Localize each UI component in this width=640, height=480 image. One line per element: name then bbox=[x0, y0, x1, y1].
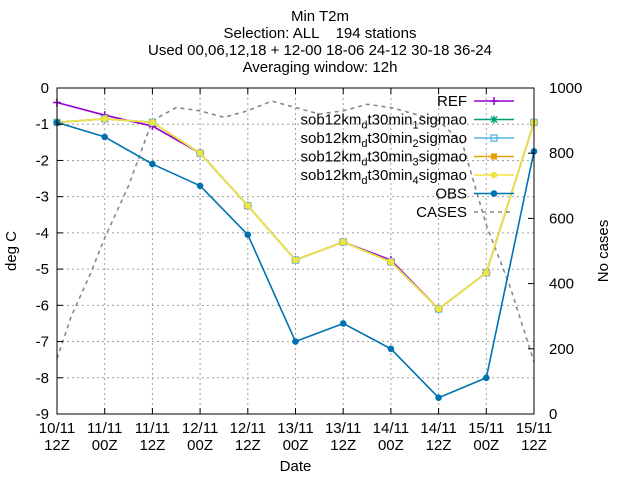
y-axis-label: deg C bbox=[3, 231, 20, 271]
data-point bbox=[244, 231, 252, 238]
y-tick-label: -5 bbox=[36, 261, 49, 278]
y-tick-label: -6 bbox=[36, 297, 49, 314]
x-tick-label-date: 12/11 bbox=[230, 420, 266, 437]
data-point bbox=[101, 115, 108, 123]
data-point bbox=[387, 258, 395, 266]
legend-label: sob12kmdt30min3sigmao bbox=[300, 149, 467, 169]
x-tick-label-date: 11/11 bbox=[87, 420, 122, 437]
x-tick-label-date: 14/11 bbox=[373, 420, 409, 437]
data-point bbox=[387, 345, 395, 353]
x-tick-label-hour: 12Z bbox=[426, 437, 452, 454]
x-tick-label-hour: 12Z bbox=[235, 437, 261, 454]
legend-label: sob12kmdt30min1sigmao bbox=[300, 112, 467, 132]
x-axis-label: Date bbox=[280, 458, 312, 475]
x-tick-label-hour: 00Z bbox=[473, 437, 499, 454]
legend-label: OBS bbox=[435, 186, 467, 203]
y2-tick-label: 400 bbox=[549, 276, 574, 293]
x-tick-label-date: 13/11 bbox=[277, 420, 313, 437]
data-point bbox=[435, 305, 442, 313]
cases-series bbox=[56, 100, 535, 363]
x-tick-label-hour: 00Z bbox=[283, 437, 309, 454]
data-point bbox=[244, 202, 252, 210]
data-point bbox=[196, 182, 204, 190]
chart-title: Min T2m bbox=[290, 8, 350, 25]
y2-tick-label: 800 bbox=[549, 145, 574, 162]
x-tick-label-hour: 12Z bbox=[44, 437, 70, 454]
data-point bbox=[490, 134, 498, 142]
series-lines bbox=[53, 98, 538, 402]
chart-subtitle-window: Averaging window: 12h bbox=[242, 59, 398, 76]
x-tick-label-hour: 00Z bbox=[92, 437, 118, 454]
data-point bbox=[339, 320, 347, 327]
data-point bbox=[483, 269, 490, 277]
y-tick-label: 0 bbox=[41, 80, 49, 97]
data-point bbox=[101, 133, 108, 141]
data-point bbox=[149, 160, 156, 168]
y2-axis-label: No cases bbox=[595, 220, 612, 283]
y2-tick-label: 600 bbox=[549, 210, 574, 227]
data-point bbox=[292, 338, 299, 345]
data-point bbox=[292, 256, 299, 264]
legend-label: REF bbox=[437, 93, 467, 110]
y-tick-label: -2 bbox=[36, 152, 49, 169]
y-tick-label: -4 bbox=[36, 225, 49, 242]
x-tick-label-date: 14/11 bbox=[420, 420, 456, 437]
y-tick-label: -1 bbox=[36, 116, 49, 133]
x-tick-label-date: 10/11 bbox=[39, 420, 75, 437]
legend-label: sob12kmdt30min4sigmao bbox=[300, 167, 467, 187]
y-tick-label: -3 bbox=[36, 189, 49, 206]
data-point bbox=[339, 238, 347, 246]
x-tick-label-date: 13/11 bbox=[325, 420, 361, 437]
y2-tick-label: 0 bbox=[549, 406, 557, 423]
x-tick-label-hour: 00Z bbox=[187, 437, 213, 454]
data-point bbox=[196, 149, 204, 157]
x-tick-label-hour: 12Z bbox=[139, 437, 165, 454]
axes: 10/1112Z11/1100Z11/1112Z12/1100Z12/1112Z… bbox=[36, 80, 583, 454]
data-point bbox=[483, 374, 490, 382]
x-tick-label-date: 15/11 bbox=[516, 420, 552, 437]
x-tick-label-hour: 00Z bbox=[378, 437, 404, 454]
data-point bbox=[490, 171, 498, 179]
chart-subtitle-used: Used 00,06,12,18 + 12-00 18-06 24-12 30-… bbox=[147, 42, 492, 59]
data-point bbox=[149, 119, 156, 126]
y-tick-label: -8 bbox=[36, 370, 49, 387]
x-tick-label-date: 11/11 bbox=[135, 420, 170, 437]
series-5 bbox=[53, 119, 538, 402]
legend-label: sob12kmdt30min2sigmao bbox=[300, 130, 467, 150]
x-tick-label-date: 12/11 bbox=[182, 420, 218, 437]
x-tick-label-date: 15/11 bbox=[468, 420, 504, 437]
y-tick-label: -9 bbox=[36, 406, 49, 423]
chart-subtitle-selection: Selection: ALL 194 stations bbox=[223, 25, 417, 42]
data-point bbox=[490, 190, 498, 197]
y2-tick-label: 1000 bbox=[549, 80, 582, 97]
x-tick-label-hour: 12Z bbox=[330, 437, 356, 454]
y2-tick-label: 200 bbox=[549, 341, 574, 358]
legend-label: CASES bbox=[416, 204, 467, 221]
cases-line bbox=[56, 100, 535, 363]
data-point bbox=[491, 153, 497, 160]
data-point bbox=[435, 394, 442, 402]
x-tick-label-hour: 12Z bbox=[521, 437, 547, 454]
data-point bbox=[490, 115, 498, 124]
legend: REF sob12kmdt30min1sigmaosob12kmdt30min2s… bbox=[300, 93, 514, 221]
grid bbox=[57, 88, 534, 414]
y-tick-label: -7 bbox=[36, 334, 49, 351]
